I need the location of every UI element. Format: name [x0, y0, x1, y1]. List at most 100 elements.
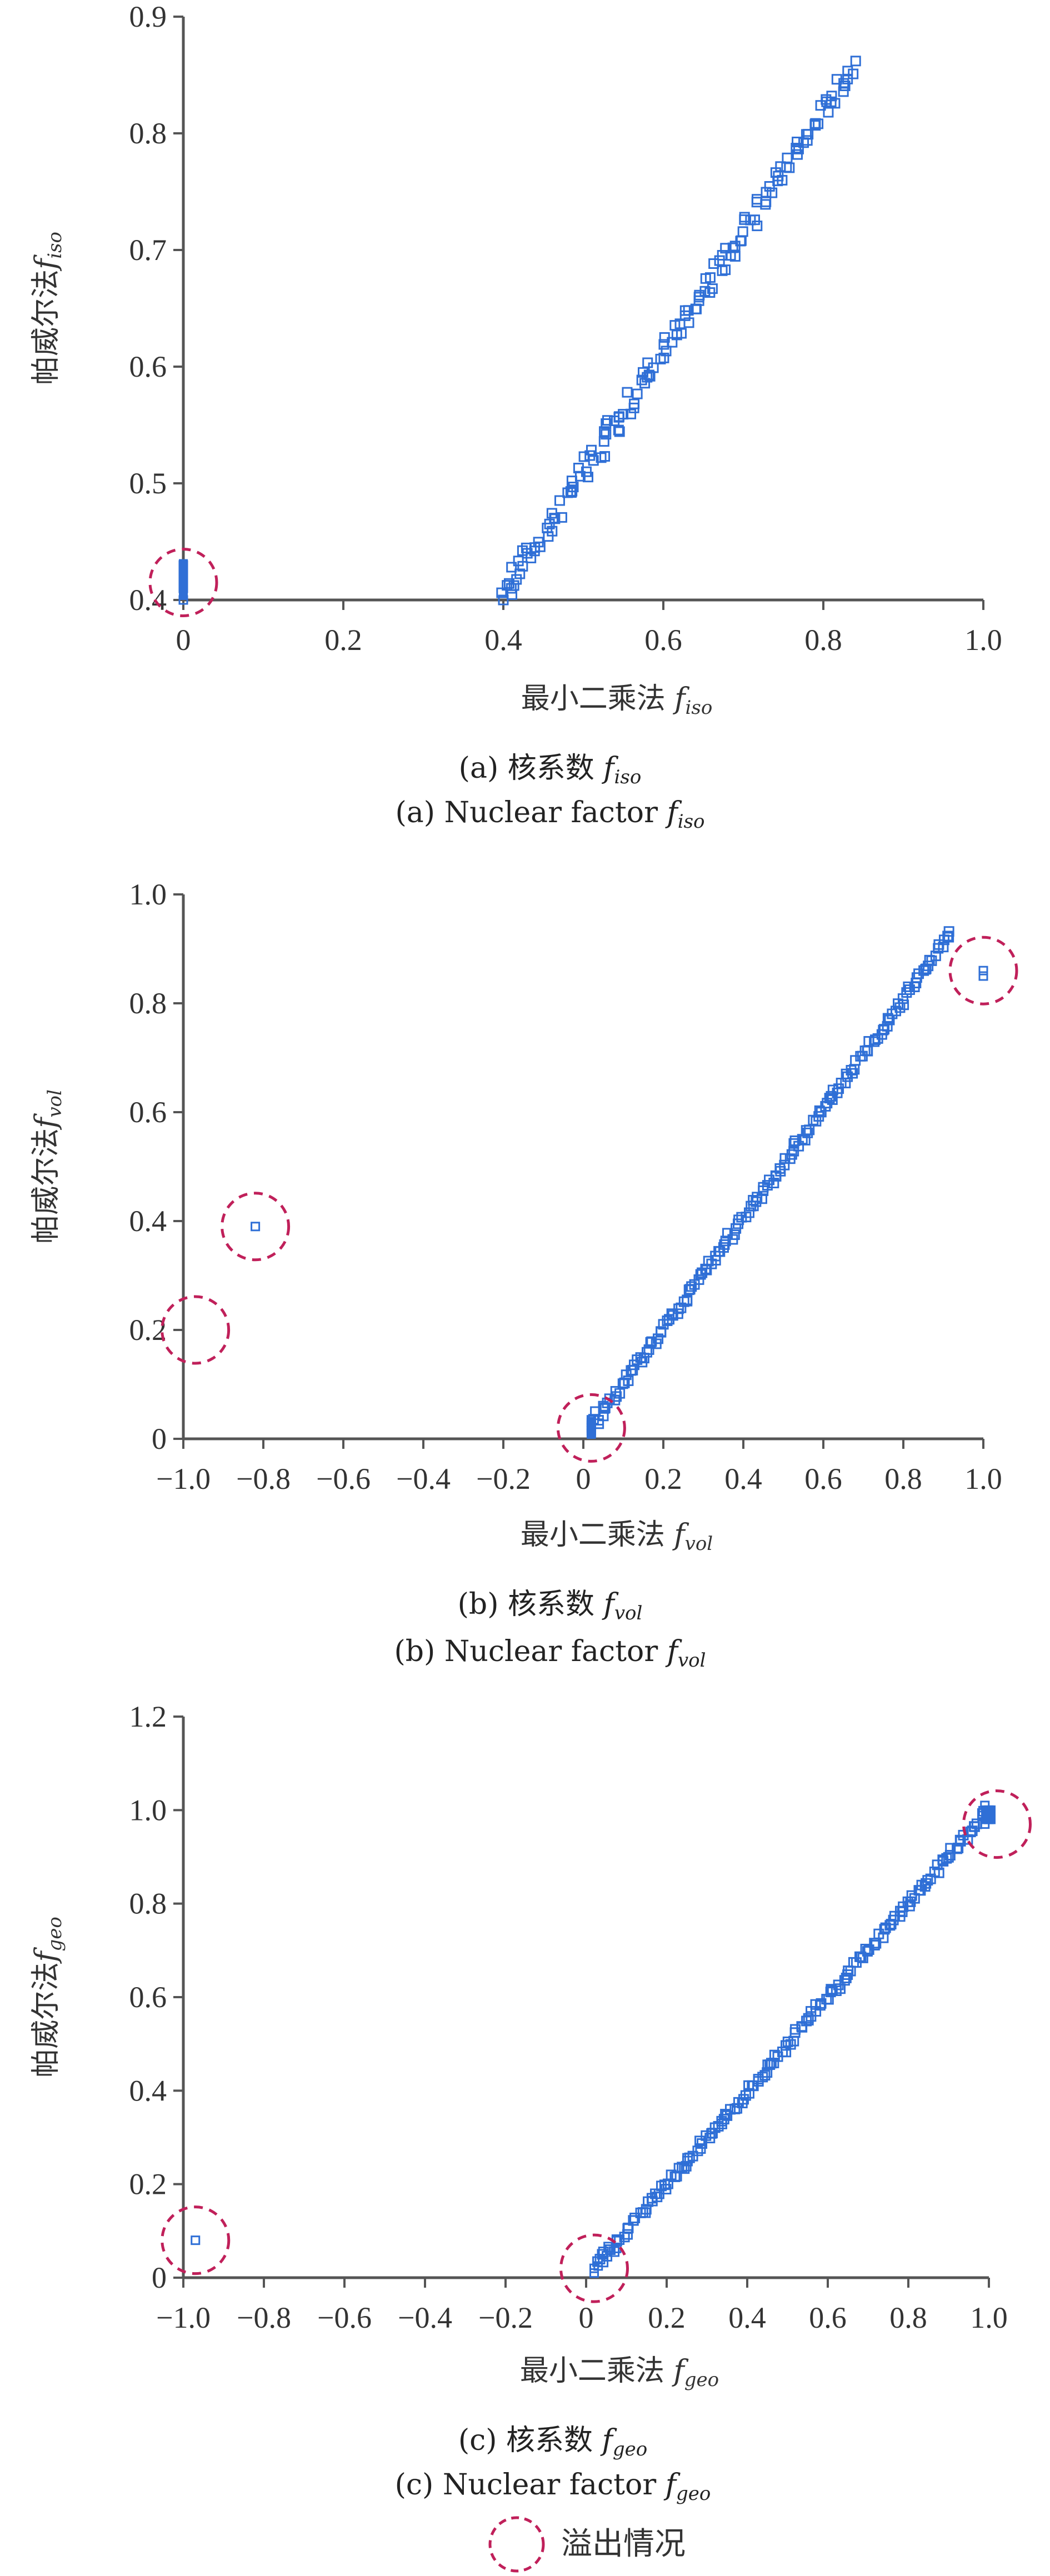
data-point [826, 96, 837, 107]
overflow-circle [148, 548, 218, 617]
data-point [733, 1214, 744, 1226]
data-point [751, 194, 762, 205]
data-point [943, 932, 954, 943]
legend: 溢出情况 [488, 2516, 686, 2573]
data-point [823, 107, 834, 118]
panel-b: −1.0 −0.8 −0.6 −0.4 −0.2 0 0.2 0.4 0.6 0.8 1.0 0 0.2… [29, 878, 1018, 1672]
data-point [586, 444, 597, 456]
data-point [622, 387, 633, 398]
data-point [679, 2163, 690, 2174]
y-tick-label: 0.2 [129, 1313, 167, 1347]
x-tick-label: −0.6 [316, 1462, 371, 1495]
data-point [652, 2192, 663, 2203]
data-point [727, 242, 738, 253]
data-point [694, 2135, 706, 2147]
x-tick-label: −1.0 [156, 1462, 211, 1495]
data-point [718, 1242, 729, 1253]
data-point [671, 2170, 682, 2182]
data-point [791, 143, 802, 154]
x-tick-label: 0.6 [804, 1462, 842, 1495]
caption-en: (a) Nuclear factor fiso [395, 796, 704, 833]
x-tick-label: 1.0 [964, 623, 1002, 657]
x-tick-label: 1.0 [964, 1462, 1002, 1495]
y-tick-label: 0.8 [129, 117, 167, 150]
data-point [799, 1134, 811, 1146]
data-point [659, 2179, 670, 2190]
data-point [772, 176, 783, 187]
data-point [784, 162, 795, 173]
overflow-circle [948, 936, 1018, 1006]
x-tick-label: −0.2 [476, 1462, 531, 1495]
data-point [769, 2049, 780, 2060]
overflow-bar [981, 1805, 996, 1824]
x-axis-title: 最小二乘法 fgeo [520, 2354, 719, 2391]
data-point [704, 272, 716, 283]
x-tick-label: 0.6 [809, 2301, 847, 2334]
x-tick-label: 0.2 [644, 1462, 682, 1495]
data-point [930, 951, 941, 962]
data-point [739, 212, 750, 223]
x-tick-label: −1.0 [156, 2301, 211, 2334]
data-point [717, 265, 728, 276]
y-tick-label: 0.8 [129, 987, 167, 1020]
data-point [708, 258, 719, 269]
data-point [596, 452, 607, 463]
x-tick-label: −0.6 [317, 2301, 372, 2334]
x-tick-label: −0.4 [398, 2301, 452, 2334]
x-tick-label: −0.2 [478, 2301, 533, 2334]
data-point [629, 398, 640, 409]
caption-cn: (a) 核系数 fiso [459, 752, 642, 788]
y-axis-title: 帕威尔法fgeo [29, 1917, 66, 2078]
data-point [779, 1159, 790, 1171]
x-tick-label: −0.8 [236, 1462, 291, 1495]
y-tick-label: 0.7 [129, 233, 167, 267]
data-point [549, 513, 561, 524]
data-point [720, 1236, 731, 1247]
data-point [933, 1867, 944, 1878]
data-point [707, 2128, 718, 2139]
overflow-circle [556, 1393, 626, 1463]
data-point [556, 512, 567, 523]
data-point [605, 2244, 616, 2255]
data-point [762, 1180, 773, 1191]
data-point [756, 1193, 767, 1204]
legend-label: 溢出情况 [561, 2526, 686, 2562]
data-point [694, 289, 705, 301]
data-point [782, 152, 793, 163]
data-point [683, 317, 694, 328]
x-tick-label: 0.8 [889, 2301, 927, 2334]
data-point [686, 1281, 697, 1292]
data-point [643, 1344, 654, 1355]
data-point [613, 424, 624, 436]
data-point [598, 1400, 609, 1412]
data-point [514, 568, 526, 579]
x-tick-label: 0 [579, 2301, 594, 2334]
data-point [729, 1229, 740, 1241]
data-point [944, 1850, 956, 1861]
data-point [938, 942, 949, 953]
data-point [815, 100, 826, 111]
data-point [498, 594, 509, 606]
y-axis-title: 帕威尔法fiso [29, 232, 66, 385]
overflow-point [191, 2235, 201, 2245]
x-tick-label: 0.8 [804, 623, 842, 657]
data-point [517, 561, 528, 572]
data-point [810, 120, 821, 131]
x-tick-label: 0.2 [648, 2301, 686, 2334]
x-tick-label: 0 [176, 623, 191, 657]
data-point [684, 2152, 695, 2163]
data-point [898, 999, 909, 1011]
data-point [752, 221, 763, 232]
data-point [598, 436, 609, 447]
x-tick-label: 0.8 [884, 1462, 922, 1495]
data-point [661, 346, 672, 357]
data-point [759, 2070, 771, 2081]
data-point [707, 283, 718, 294]
overflow-circle [962, 1789, 1032, 1859]
data-point [884, 1014, 895, 1026]
data-point [628, 2215, 639, 2226]
y-tick-label: 0.6 [129, 350, 167, 383]
data-point [842, 66, 853, 77]
y-tick-label: 0.6 [129, 1096, 167, 1129]
